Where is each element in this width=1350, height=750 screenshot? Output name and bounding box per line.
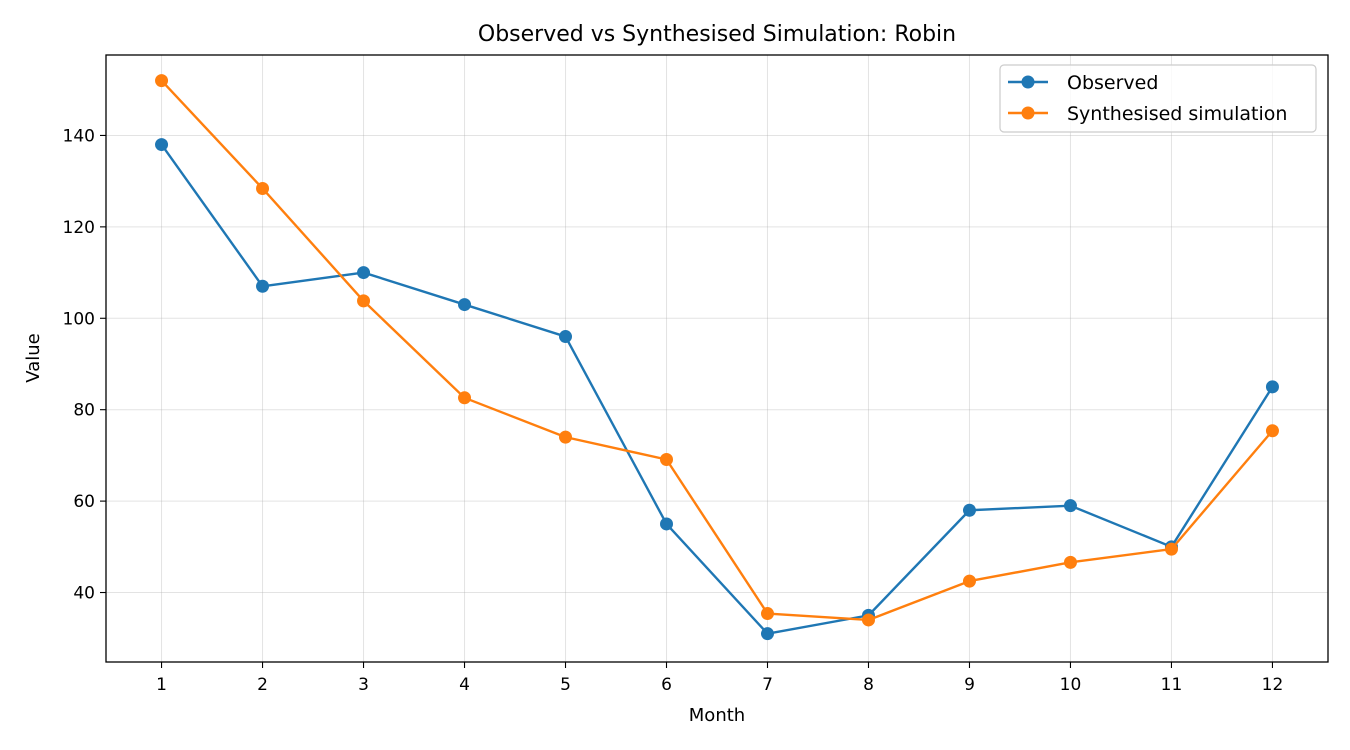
x-tick-label: 6 <box>661 675 672 695</box>
data-point-observed <box>155 138 169 152</box>
y-tick-label: 60 <box>73 492 95 512</box>
y-tick-label: 40 <box>73 584 95 604</box>
y-tick-label: 80 <box>73 401 95 421</box>
data-point-synthesised-simulation <box>357 294 371 308</box>
x-tick-label: 11 <box>1161 675 1183 695</box>
chart-title: Observed vs Synthesised Simulation: Robi… <box>478 22 956 47</box>
x-tick-label: 3 <box>358 675 369 695</box>
y-tick-label: 100 <box>63 309 95 329</box>
x-tick-label: 1 <box>156 675 167 695</box>
data-point-synthesised-simulation <box>559 430 573 444</box>
data-point-synthesised-simulation <box>458 391 472 405</box>
x-tick-label: 8 <box>863 675 874 695</box>
legend-box <box>999 64 1317 133</box>
y-tick-label: 120 <box>63 218 95 238</box>
x-tick-label: 7 <box>762 675 773 695</box>
legend-marker-synthesised-simulation <box>1021 106 1035 120</box>
data-point-observed <box>962 503 976 517</box>
legend-label-synthesised-simulation: Synthesised simulation <box>1067 103 1287 125</box>
data-point-synthesised-simulation <box>155 74 169 88</box>
data-point-synthesised-simulation <box>256 181 270 195</box>
series-layer <box>155 74 1279 641</box>
y-tick-label: 140 <box>63 126 95 146</box>
y-axis-label: Value <box>23 333 44 382</box>
data-point-observed <box>357 266 371 280</box>
data-point-synthesised-simulation <box>861 613 875 627</box>
x-tick-label: 10 <box>1060 675 1082 695</box>
x-tick-label: 12 <box>1262 675 1284 695</box>
x-axis-label: Month <box>689 705 745 726</box>
x-tick-label: 9 <box>964 675 975 695</box>
data-point-synthesised-simulation <box>962 574 976 588</box>
grid-lines <box>106 55 1328 662</box>
x-tick-label: 4 <box>459 675 470 695</box>
data-point-synthesised-simulation <box>760 607 774 621</box>
x-tick-label: 5 <box>560 675 571 695</box>
y-axis-ticks: 40 60 80 100 120 140 <box>63 126 106 604</box>
data-point-observed <box>760 627 774 641</box>
data-point-observed <box>1265 380 1279 394</box>
data-point-synthesised-simulation <box>1265 424 1279 438</box>
data-point-synthesised-simulation <box>1063 555 1077 569</box>
data-point-synthesised-simulation <box>1164 542 1178 556</box>
legend: Observed Synthesised simulation <box>999 64 1317 133</box>
x-axis-ticks: 1 2 3 4 5 6 7 8 9 10 11 12 <box>156 662 1283 695</box>
data-point-observed <box>660 517 674 531</box>
legend-label-observed: Observed <box>1067 72 1158 94</box>
series-line-observed <box>160 143 1274 635</box>
data-point-observed <box>458 298 472 312</box>
x-tick-label: 2 <box>257 675 268 695</box>
data-point-observed <box>1063 499 1077 513</box>
data-point-observed <box>256 279 270 293</box>
data-point-observed <box>559 330 573 344</box>
data-point-synthesised-simulation <box>660 453 674 467</box>
legend-marker-observed <box>1021 75 1035 89</box>
plot-area-frame <box>105 54 1329 663</box>
series-line-synthesised-simulation <box>160 79 1274 622</box>
